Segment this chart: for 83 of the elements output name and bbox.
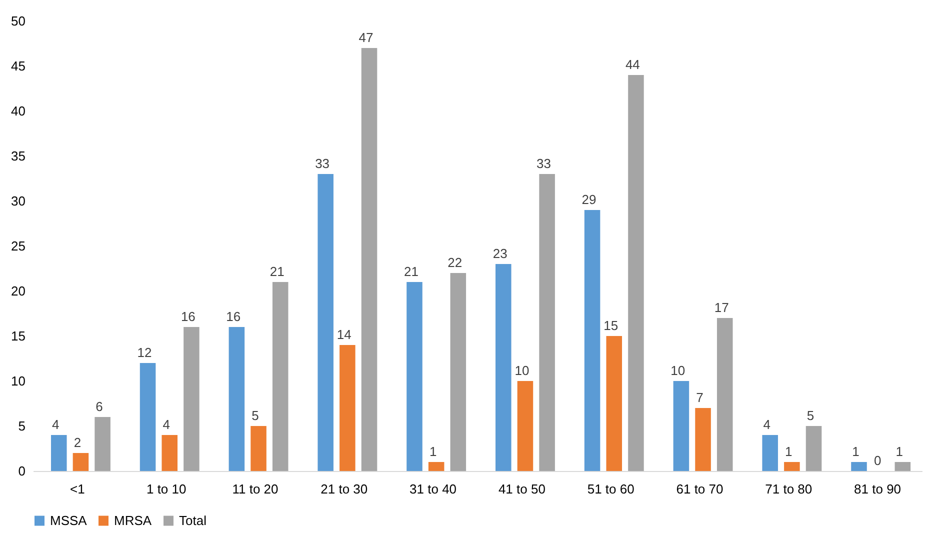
data-label: 33 xyxy=(536,156,552,171)
bar xyxy=(695,408,711,471)
y-tick-label: 5 xyxy=(18,418,26,434)
data-label: 21 xyxy=(270,264,284,279)
bar xyxy=(628,75,644,471)
data-label: 44 xyxy=(625,57,640,72)
x-tick-label: 1 to 10 xyxy=(146,482,186,496)
data-label: 10 xyxy=(670,363,686,378)
y-tick-label: 15 xyxy=(11,328,26,344)
bar xyxy=(340,345,356,471)
y-tick-label: 0 xyxy=(18,464,26,478)
data-label: 1 xyxy=(896,444,903,459)
bar xyxy=(51,435,67,471)
bar xyxy=(673,381,690,471)
bar xyxy=(517,381,534,471)
x-tick-label: 61 to 70 xyxy=(676,482,724,496)
data-label: 4 xyxy=(162,417,170,432)
legend-label: Total xyxy=(179,512,207,528)
data-label: 33 xyxy=(315,156,330,171)
y-tick-label: 50 xyxy=(11,14,26,28)
data-label: 2 xyxy=(74,435,82,450)
y-tick-label: 40 xyxy=(11,104,26,118)
bar xyxy=(72,453,89,471)
bar xyxy=(318,174,334,471)
bar xyxy=(584,210,600,471)
data-label: 14 xyxy=(336,327,352,342)
bar xyxy=(450,273,466,471)
bar xyxy=(250,426,266,471)
bar xyxy=(851,462,867,471)
bar xyxy=(272,282,288,471)
y-tick-label: 25 xyxy=(11,238,26,254)
data-label: 22 xyxy=(448,255,462,270)
x-tick-label: 41 to 50 xyxy=(498,482,546,496)
data-label: 15 xyxy=(604,318,618,333)
data-label: 29 xyxy=(582,192,596,207)
data-label: 7 xyxy=(696,390,704,405)
bar xyxy=(361,48,378,471)
bar xyxy=(162,435,178,471)
data-label: 12 xyxy=(137,345,152,360)
data-label: 4 xyxy=(52,417,60,432)
x-tick-label: 11 to 20 xyxy=(232,482,278,496)
x-tick-label: 21 to 30 xyxy=(320,482,368,496)
data-label: 4 xyxy=(763,417,770,432)
data-label: 21 xyxy=(404,264,418,279)
data-label: 1 xyxy=(852,444,860,459)
bar xyxy=(94,417,110,471)
x-tick-label: 71 to 80 xyxy=(765,482,812,496)
bar xyxy=(784,462,800,471)
bar xyxy=(894,462,911,471)
bar xyxy=(496,264,512,471)
data-label: 1 xyxy=(785,444,792,459)
data-label: 16 xyxy=(226,309,241,324)
data-label: 1 xyxy=(429,444,437,459)
bar xyxy=(228,327,245,471)
legend-label: MRSA xyxy=(114,512,152,528)
data-label: 47 xyxy=(358,30,374,45)
legend-label: MSSA xyxy=(50,512,88,528)
data-label: 0 xyxy=(874,453,882,468)
data-label: 23 xyxy=(492,246,508,261)
data-label: 5 xyxy=(806,408,814,423)
data-label: 10 xyxy=(514,363,530,378)
y-tick-label: 45 xyxy=(11,58,26,74)
bar xyxy=(539,174,555,471)
bar xyxy=(606,336,622,471)
x-tick-label: 31 to 40 xyxy=(410,482,457,496)
bar xyxy=(428,462,444,471)
y-tick-label: 30 xyxy=(11,194,26,208)
y-tick-label: 35 xyxy=(11,148,26,164)
x-tick-label: <1 xyxy=(70,482,85,496)
bar xyxy=(406,282,422,471)
data-label: 5 xyxy=(252,408,259,423)
x-tick-label: 81 to 90 xyxy=(854,482,902,496)
bar xyxy=(806,426,822,471)
data-label: 16 xyxy=(180,309,196,324)
data-label: 17 xyxy=(714,300,729,315)
y-tick-label: 20 xyxy=(11,284,26,298)
y-tick-label: 10 xyxy=(11,374,26,388)
bar xyxy=(762,435,778,471)
bar xyxy=(184,327,200,471)
bar xyxy=(140,363,156,471)
x-tick-label: 51 to 60 xyxy=(587,482,634,496)
bar xyxy=(716,318,733,471)
data-label: 6 xyxy=(96,399,103,414)
